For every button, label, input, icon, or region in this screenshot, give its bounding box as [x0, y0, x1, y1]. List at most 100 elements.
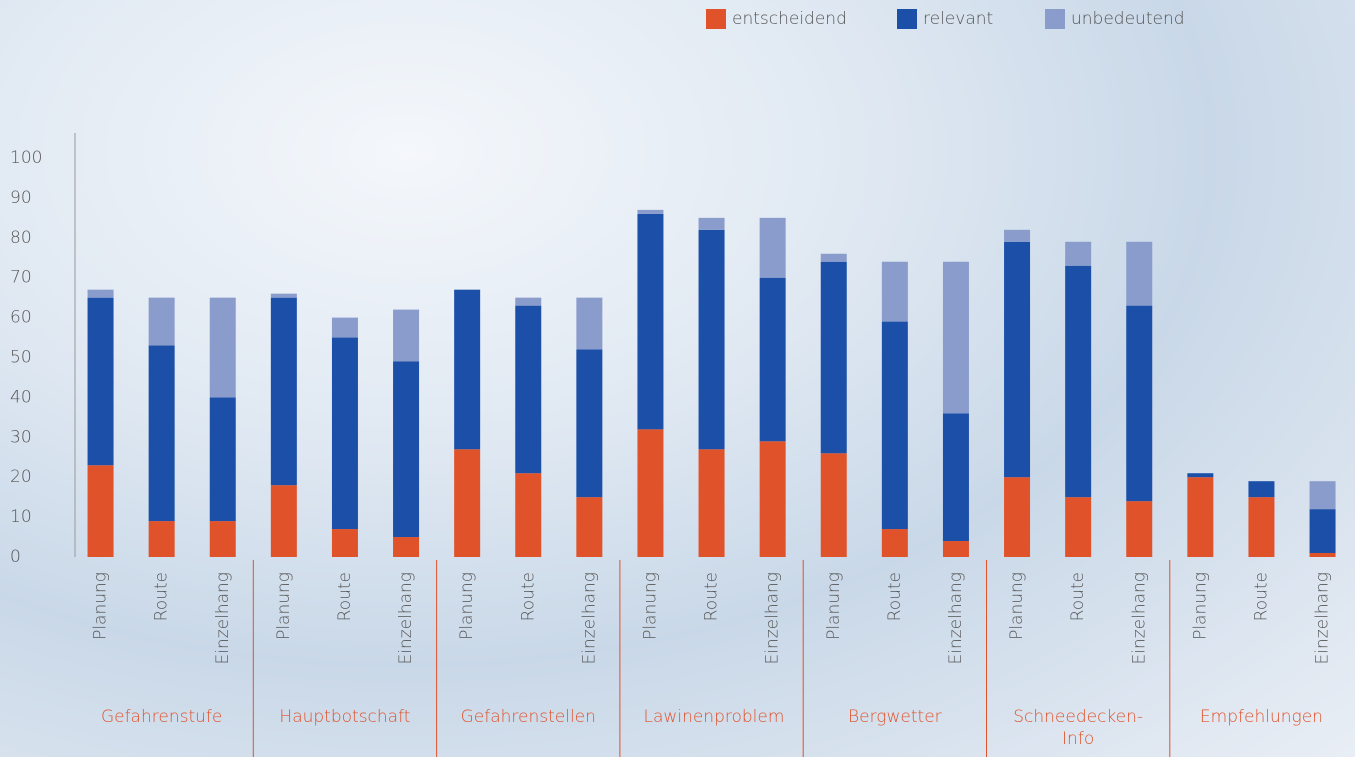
- group-label: Gefahrenstellen: [460, 707, 596, 727]
- bar-segment: [454, 449, 481, 557]
- bar-segment: [1004, 477, 1031, 557]
- bar-segment: [270, 297, 297, 486]
- bar-segment: [1248, 497, 1275, 557]
- y-tick-label: 20: [10, 467, 32, 487]
- legend-swatch: [897, 9, 917, 29]
- bar-segment: [942, 261, 969, 414]
- y-tick-label: 80: [10, 228, 32, 248]
- bar-segment: [576, 297, 603, 350]
- bar-segment: [209, 521, 236, 557]
- bar-segment: [637, 429, 664, 557]
- x-tick-label: Planung: [274, 572, 294, 640]
- bar-segment: [1126, 501, 1153, 557]
- bar-segment: [637, 209, 664, 214]
- x-tick-label: Planung: [457, 572, 477, 640]
- bar-segment: [698, 449, 725, 557]
- bar-segment: [331, 337, 358, 530]
- x-tick-label: Einzelhang: [396, 572, 416, 665]
- bar-segment: [331, 317, 358, 338]
- x-tick-label: Route: [1068, 572, 1088, 621]
- bar-segment: [331, 529, 358, 557]
- y-tick-label: 0: [10, 547, 21, 567]
- bar-segment: [1187, 477, 1214, 557]
- x-tick-label: Planung: [1007, 572, 1027, 640]
- x-tick-label: Einzelhang: [213, 572, 233, 665]
- y-tick-label: 90: [10, 188, 32, 208]
- x-tick-label: Planung: [824, 572, 844, 640]
- bar-segment: [576, 497, 603, 557]
- bar-segment: [820, 253, 847, 262]
- group-label: Schneedecken-Info: [1013, 707, 1144, 749]
- legend-swatch: [706, 9, 726, 29]
- x-tick-label: Einzelhang: [1129, 572, 1149, 665]
- bar-segment: [87, 465, 114, 557]
- bar-segment: [881, 529, 908, 557]
- bar-segment: [759, 217, 786, 278]
- y-tick-label: 40: [10, 387, 32, 407]
- legend-label: relevant: [923, 9, 993, 29]
- bar-segment: [1126, 241, 1153, 306]
- group-label: Bergwetter: [848, 707, 942, 727]
- bar-segment: [1126, 305, 1153, 502]
- bar-segment: [515, 305, 542, 474]
- x-tick-label: Route: [518, 572, 538, 621]
- bar-segment: [820, 261, 847, 454]
- group-label: Gefahrenstufe: [100, 707, 223, 727]
- bar-segment: [576, 349, 603, 498]
- bar-segment: [1065, 265, 1092, 498]
- bar-segment: [759, 277, 786, 442]
- bar-segment: [942, 413, 969, 542]
- bar-segment: [87, 297, 114, 466]
- y-tick-label: 70: [10, 268, 32, 288]
- x-tick-label: Einzelhang: [763, 572, 783, 665]
- bar-segment: [1248, 481, 1275, 498]
- x-tick-label: Einzelhang: [1313, 572, 1333, 665]
- y-tick-label: 30: [10, 427, 32, 447]
- group-label: Lawinenproblem: [643, 707, 785, 727]
- group-label: Empfehlungen: [1199, 707, 1323, 727]
- bar-segment: [148, 345, 175, 522]
- y-tick-label: 50: [10, 348, 32, 368]
- bar-segment: [1065, 241, 1092, 266]
- bar-segment: [393, 361, 420, 538]
- y-tick-label: 60: [10, 308, 32, 328]
- bar-segment: [1004, 229, 1031, 242]
- bar-segment: [1004, 241, 1031, 478]
- bar-segment: [515, 473, 542, 557]
- bar-segment: [209, 397, 236, 522]
- bar-segment: [87, 289, 114, 298]
- bar-segment: [148, 521, 175, 557]
- bar-segment: [881, 321, 908, 530]
- x-tick-label: Einzelhang: [946, 572, 966, 665]
- bar-segment: [1187, 473, 1214, 478]
- y-tick-label: 100: [10, 148, 42, 168]
- x-tick-label: Route: [335, 572, 355, 621]
- bar-segment: [209, 297, 236, 398]
- x-tick-label: Planung: [91, 572, 111, 640]
- bar-segment: [1309, 553, 1336, 557]
- bar-segment: [759, 441, 786, 557]
- bar-segment: [1309, 509, 1336, 554]
- group-label: Hauptbotschaft: [279, 707, 411, 727]
- legend-label: entscheidend: [732, 9, 847, 29]
- x-tick-label: Route: [1251, 572, 1271, 621]
- bar-segment: [1065, 497, 1092, 557]
- bar-segment: [820, 453, 847, 557]
- legend-label: unbedeutend: [1071, 9, 1185, 29]
- bar-segment: [393, 309, 420, 362]
- bar-segment: [148, 297, 175, 346]
- bar-segment: [698, 229, 725, 450]
- bar-segment: [454, 289, 481, 450]
- x-tick-label: Route: [702, 572, 722, 621]
- x-tick-label: Einzelhang: [579, 572, 599, 665]
- legend-swatch: [1045, 9, 1065, 29]
- bar-segment: [270, 485, 297, 557]
- y-tick-label: 10: [10, 507, 32, 527]
- bar-segment: [637, 213, 664, 430]
- x-tick-label: Planung: [1190, 572, 1210, 640]
- x-tick-label: Planung: [640, 572, 660, 640]
- bar-segment: [1309, 481, 1336, 510]
- bar-segment: [698, 217, 725, 230]
- bar-segment: [270, 293, 297, 298]
